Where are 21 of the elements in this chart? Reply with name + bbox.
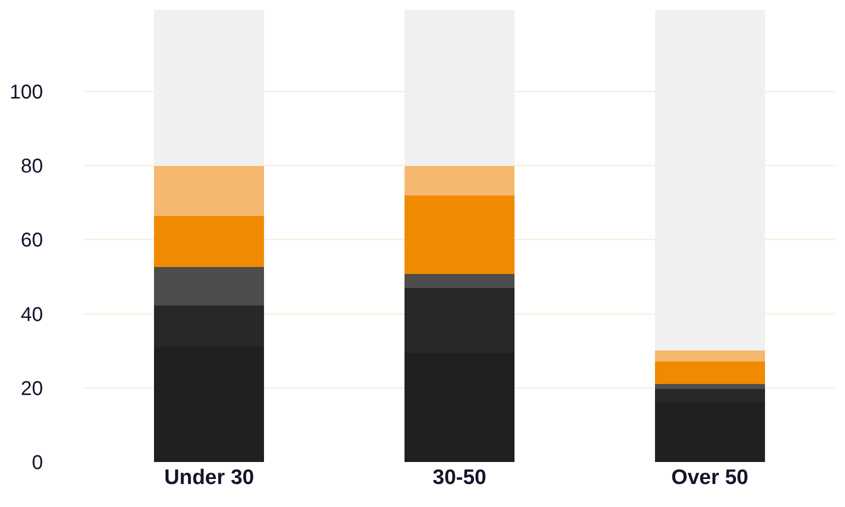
bar xyxy=(154,216,264,267)
x-tick-label: Over 50 xyxy=(671,466,748,489)
bar xyxy=(154,10,264,166)
bar xyxy=(154,166,264,216)
bar xyxy=(654,350,765,362)
bar xyxy=(154,266,264,306)
y-tick-label: 40 xyxy=(20,304,43,326)
y-tick-label: 80 xyxy=(20,156,43,178)
bar xyxy=(654,10,765,350)
bar xyxy=(404,274,515,288)
y-tick-label: 20 xyxy=(20,378,43,400)
bar xyxy=(654,384,765,390)
x-tick-label: 30-50 xyxy=(432,466,486,489)
bar xyxy=(404,10,515,166)
bar xyxy=(404,166,515,196)
bar xyxy=(404,196,515,274)
bar xyxy=(654,362,765,384)
y-tick-label: 0 xyxy=(32,452,43,474)
y-tick-label: 100 xyxy=(10,82,43,104)
y-tick-label: 60 xyxy=(20,230,43,252)
x-tick-label: Under 30 xyxy=(164,466,254,489)
